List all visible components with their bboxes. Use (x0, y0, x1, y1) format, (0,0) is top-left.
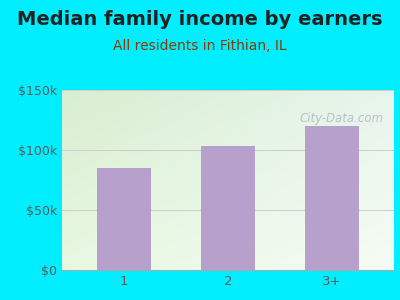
Bar (305, 126, 359, 270)
Text: Median family income by earners: Median family income by earners (17, 10, 383, 29)
Text: City-Data.com: City-Data.com (300, 112, 384, 124)
Bar (201, 146, 255, 270)
Text: All residents in Fithian, IL: All residents in Fithian, IL (113, 40, 287, 53)
Bar (97, 168, 151, 270)
